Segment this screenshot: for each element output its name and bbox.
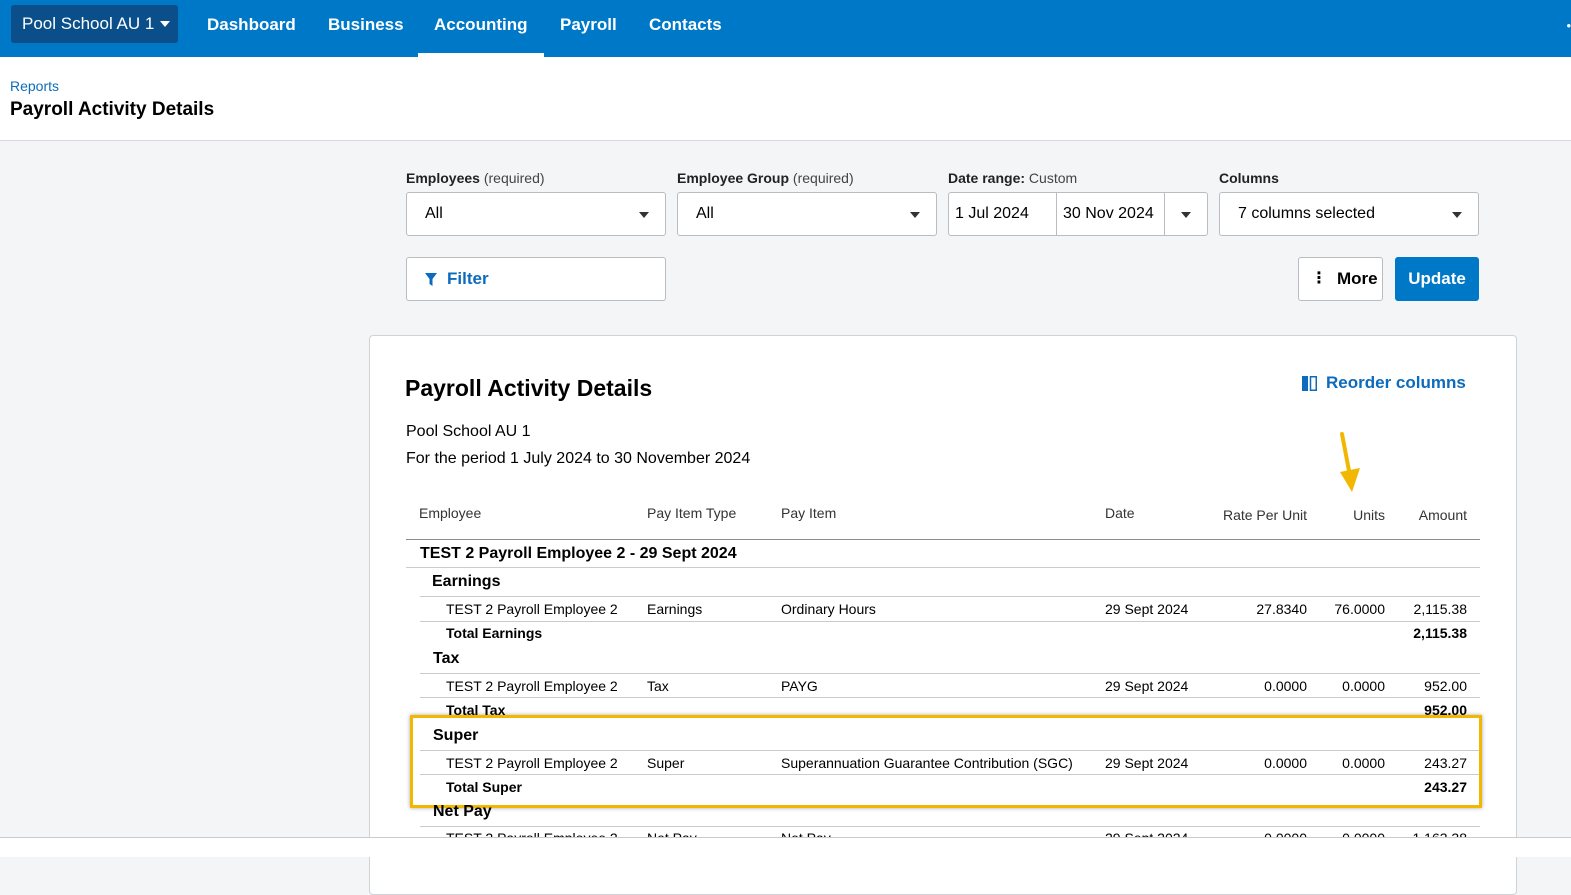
header-divider (406, 539, 1480, 540)
date-range-dropdown[interactable] (1164, 192, 1208, 236)
nav-payroll[interactable]: Payroll (560, 15, 617, 34)
org-name: Pool School AU 1 (22, 14, 155, 33)
viewport-cover (0, 838, 1571, 857)
row-divider (406, 567, 1480, 568)
cell-units: 0.0000 (1342, 678, 1385, 694)
row-divider (420, 774, 1480, 775)
columns-value: 7 columns selected (1238, 205, 1375, 222)
employee-group-label: Employee Group (required) (677, 170, 854, 186)
more-label: More (1337, 269, 1378, 288)
org-switcher-button[interactable]: Pool School AU 1 (11, 5, 178, 43)
col-date[interactable]: Date (1105, 505, 1135, 521)
cell-employee: TEST 2 Payroll Employee 2 (446, 755, 618, 771)
cell-date: 29 Sept 2024 (1105, 601, 1189, 617)
cell-rate: 0.0000 (1264, 678, 1307, 694)
nav-accounting[interactable]: Accounting (418, 0, 543, 57)
cell-pay-item-type: Super (647, 755, 685, 771)
overflow-icon[interactable]: • (1566, 18, 1571, 33)
cell-units: 0.0000 (1342, 755, 1385, 771)
row-divider (420, 596, 1480, 597)
row-divider (420, 750, 1480, 751)
cell-amount: 243.27 (1424, 755, 1467, 771)
page-header: Reports Payroll Activity Details (0, 57, 1571, 141)
col-pay-item-type[interactable]: Pay Item Type (647, 505, 737, 521)
total-super-value: 243.27 (1424, 779, 1467, 795)
total-tax-value: 952.00 (1424, 702, 1467, 718)
cell-pay-item-type: Tax (647, 678, 669, 694)
chevron-down-icon (639, 212, 649, 218)
total-earnings-value: 2,115.38 (1413, 625, 1467, 641)
cell-units: 76.0000 (1334, 601, 1385, 617)
date-range-label: Date range: Custom (948, 170, 1078, 186)
arrow-down-icon (1340, 432, 1360, 492)
row-divider (420, 621, 1480, 622)
report-title: Payroll Activity Details (405, 375, 653, 401)
row-divider (420, 697, 1480, 698)
cell-employee: TEST 2 Payroll Employee 2 (446, 678, 618, 694)
cell-pay-item: Ordinary Hours (781, 601, 876, 617)
nav-dashboard[interactable]: Dashboard (207, 15, 296, 34)
col-pay-item[interactable]: Pay Item (781, 505, 837, 521)
chevron-down-icon (1181, 212, 1191, 218)
section-net-pay: Net Pay (433, 803, 492, 820)
employee-group-heading: TEST 2 Payroll Employee 2 - 29 Sept 2024 (420, 545, 737, 562)
update-button[interactable]: Update (1395, 257, 1479, 301)
caret-down-icon (160, 21, 171, 27)
super-section-background (413, 718, 1479, 805)
employee-group-value: All (696, 205, 714, 222)
report-period: For the period 1 July 2024 to 30 Novembe… (406, 450, 751, 467)
chevron-down-icon (910, 212, 920, 218)
cell-amount: 2,115.38 (1413, 601, 1467, 617)
total-tax-label: Total Tax (446, 702, 506, 718)
total-earnings-label: Total Earnings (446, 625, 543, 641)
col-rate-per-unit[interactable]: Rate Per Unit (1222, 507, 1307, 523)
cell-date: 29 Sept 2024 (1105, 678, 1189, 694)
filter-icon (425, 272, 437, 286)
nav-contacts[interactable]: Contacts (649, 15, 722, 34)
employees-value: All (425, 205, 443, 222)
date-to-input[interactable]: 30 Nov 2024 (1056, 192, 1165, 236)
columns-select[interactable]: 7 columns selected (1219, 192, 1479, 236)
employee-group-select[interactable]: All (677, 192, 937, 236)
page-title: Payroll Activity Details (10, 99, 215, 120)
cell-pay-item-type: Earnings (647, 601, 703, 617)
employees-select[interactable]: All (406, 192, 666, 236)
total-super-label: Total Super (446, 779, 522, 795)
cell-rate: 27.8340 (1256, 601, 1307, 617)
col-employee[interactable]: Employee (419, 505, 482, 521)
viewport-edge (0, 837, 1571, 838)
cell-pay-item: Superannuation Guarantee Contribution (S… (781, 755, 1073, 771)
columns-icon (1302, 375, 1317, 391)
chevron-down-icon (1452, 212, 1462, 218)
more-button[interactable]: ⋮ More (1298, 257, 1383, 301)
more-vertical-icon: ⋮ (1311, 270, 1327, 287)
cell-rate: 0.0000 (1264, 755, 1307, 771)
super-highlight-box (410, 715, 1482, 808)
nav-business[interactable]: Business (328, 15, 404, 34)
cell-pay-item: PAYG (781, 678, 818, 694)
cell-date: 29 Sept 2024 (1105, 755, 1189, 771)
filter-label: Filter (447, 269, 489, 288)
employees-label: Employees (required) (406, 170, 545, 186)
row-divider (420, 673, 1480, 674)
filter-button[interactable]: Filter (406, 257, 666, 301)
cell-amount: 952.00 (1424, 678, 1467, 694)
col-amount[interactable]: Amount (1418, 507, 1467, 523)
columns-label: Columns (1219, 170, 1279, 186)
report-org-name: Pool School AU 1 (406, 423, 531, 440)
row-divider (420, 826, 1480, 827)
breadcrumb-reports[interactable]: Reports (10, 78, 60, 94)
date-from-input[interactable]: 1 Jul 2024 (948, 192, 1057, 236)
reorder-columns-button[interactable]: Reorder columns (1302, 373, 1466, 393)
cell-employee: TEST 2 Payroll Employee 2 (446, 601, 618, 617)
section-super: Super (433, 727, 479, 744)
col-units[interactable]: Units (1353, 507, 1385, 523)
section-tax: Tax (433, 650, 460, 667)
reorder-columns-label: Reorder columns (1326, 373, 1466, 392)
section-earnings: Earnings (432, 573, 501, 590)
top-nav: Pool School AU 1 Dashboard Business Acco… (0, 0, 1571, 57)
